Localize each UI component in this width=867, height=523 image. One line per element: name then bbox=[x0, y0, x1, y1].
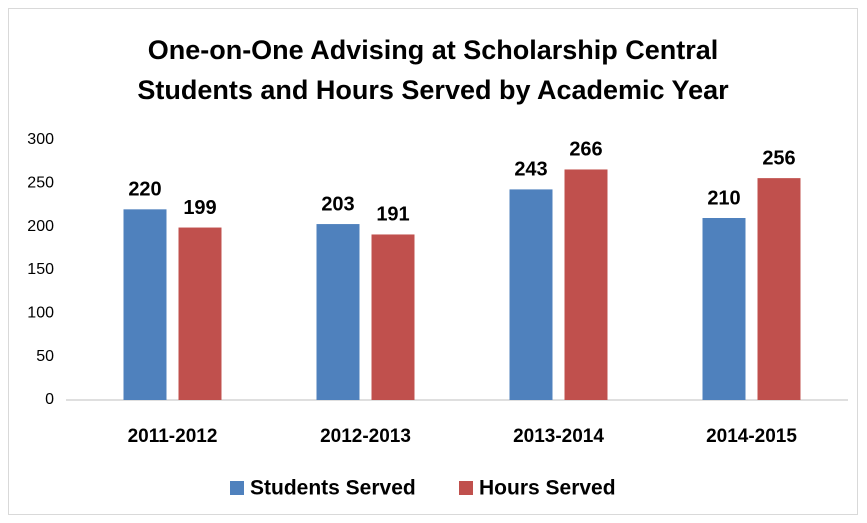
bar bbox=[564, 169, 608, 400]
y-tick-label: 50 bbox=[36, 348, 54, 365]
chart-subtitle: Students and Hours Served by Academic Ye… bbox=[137, 75, 729, 105]
y-tick-label: 200 bbox=[27, 218, 54, 235]
x-tick-label: 2013-2014 bbox=[513, 426, 604, 447]
bar bbox=[371, 234, 415, 400]
y-tick-label: 250 bbox=[27, 175, 54, 192]
y-tick-label: 100 bbox=[27, 305, 54, 322]
legend-swatch bbox=[230, 481, 244, 495]
x-tick-label: 2014-2015 bbox=[706, 426, 797, 447]
y-tick-label: 150 bbox=[27, 261, 54, 278]
bar bbox=[316, 224, 360, 400]
value-label: 199 bbox=[183, 197, 216, 219]
value-label: 191 bbox=[376, 204, 409, 226]
x-tick-label: 2012-2013 bbox=[320, 426, 411, 447]
legend-label: Hours Served bbox=[479, 477, 616, 500]
bar bbox=[123, 209, 167, 400]
chart-title: One-on-One Advising at Scholarship Centr… bbox=[148, 35, 719, 65]
value-label: 220 bbox=[128, 179, 161, 201]
value-label: 210 bbox=[707, 187, 740, 209]
value-label: 266 bbox=[569, 139, 602, 161]
y-tick-label: 300 bbox=[27, 131, 54, 148]
bar bbox=[757, 178, 801, 400]
value-label: 203 bbox=[321, 193, 354, 215]
legend-label: Students Served bbox=[250, 477, 416, 500]
bar bbox=[178, 227, 222, 400]
value-label: 256 bbox=[762, 147, 795, 169]
bar bbox=[702, 218, 746, 400]
y-tick-label: 0 bbox=[45, 391, 54, 408]
legend-swatch bbox=[459, 481, 473, 495]
bar bbox=[509, 189, 553, 400]
value-label: 243 bbox=[514, 159, 547, 181]
x-tick-label: 2011-2012 bbox=[128, 426, 218, 447]
